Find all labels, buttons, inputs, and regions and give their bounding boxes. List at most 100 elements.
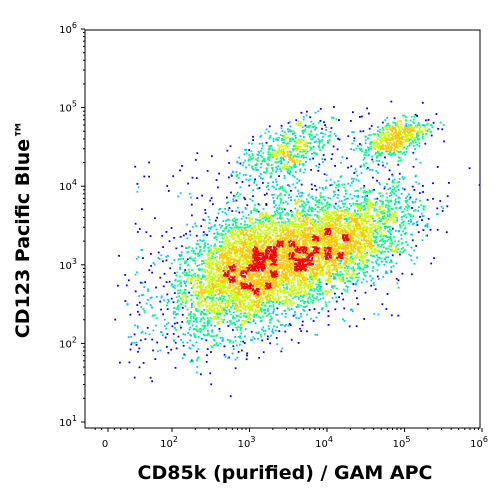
event-dot bbox=[202, 239, 205, 242]
event-dot bbox=[412, 121, 415, 123]
event-dot bbox=[348, 259, 351, 261]
event-dot bbox=[224, 245, 227, 248]
event-dot bbox=[317, 166, 320, 169]
event-dot bbox=[334, 260, 337, 262]
event-dot bbox=[374, 247, 377, 250]
event-dot bbox=[207, 227, 210, 229]
event-dot bbox=[280, 217, 283, 220]
event-dot bbox=[302, 148, 305, 151]
event-dot bbox=[301, 163, 304, 166]
event-dot bbox=[324, 244, 326, 247]
event-dot bbox=[244, 148, 246, 151]
event-dot bbox=[165, 323, 168, 326]
event-dot bbox=[393, 141, 396, 144]
event-dot bbox=[235, 174, 238, 176]
event-dot bbox=[252, 228, 255, 231]
event-dot bbox=[250, 158, 253, 160]
event-dot bbox=[197, 285, 199, 288]
event-dot bbox=[399, 130, 402, 132]
event-dot bbox=[149, 304, 152, 306]
event-dot bbox=[328, 268, 331, 270]
event-dot bbox=[220, 247, 222, 249]
event-dot bbox=[218, 300, 221, 303]
event-dot bbox=[239, 162, 242, 165]
event-dot bbox=[335, 287, 338, 290]
event-dot bbox=[383, 136, 386, 139]
event-dot bbox=[387, 256, 390, 259]
event-dot bbox=[167, 190, 170, 192]
event-dot bbox=[319, 273, 322, 276]
event-dot bbox=[364, 208, 367, 210]
event-dot bbox=[290, 196, 292, 199]
event-dot bbox=[408, 193, 410, 196]
event-dot bbox=[388, 245, 391, 248]
event-dot bbox=[284, 288, 286, 291]
event-dot bbox=[341, 156, 344, 158]
event-dot bbox=[186, 258, 189, 261]
event-dot bbox=[264, 312, 267, 314]
event-dot bbox=[374, 133, 377, 136]
event-dot bbox=[369, 251, 371, 254]
event-dot bbox=[191, 247, 194, 250]
event-dot bbox=[367, 198, 370, 201]
event-dot bbox=[207, 329, 209, 332]
event-dot bbox=[140, 249, 143, 252]
event-dot bbox=[196, 276, 198, 279]
event-dot bbox=[255, 309, 257, 312]
event-dot bbox=[417, 231, 420, 233]
event-dot bbox=[235, 181, 238, 184]
event-dot bbox=[386, 213, 389, 216]
event-dot bbox=[208, 263, 211, 265]
event-dot bbox=[174, 366, 177, 369]
event-dot bbox=[304, 276, 307, 279]
event-dot bbox=[421, 239, 424, 242]
event-dot bbox=[298, 220, 300, 222]
event-dot bbox=[312, 136, 315, 139]
event-dot bbox=[350, 249, 353, 252]
event-dot bbox=[285, 298, 288, 301]
event-dot bbox=[319, 297, 322, 300]
event-dot bbox=[324, 291, 327, 294]
event-dot bbox=[295, 214, 297, 216]
event-dot bbox=[194, 334, 196, 336]
event-dot bbox=[328, 291, 330, 294]
event-dot bbox=[341, 224, 344, 227]
event-dot bbox=[382, 139, 385, 142]
event-dot bbox=[219, 298, 222, 300]
event-dot bbox=[137, 256, 140, 258]
event-dot bbox=[367, 146, 369, 149]
event-dot bbox=[478, 184, 481, 186]
event-dot bbox=[280, 281, 283, 284]
event-dot bbox=[188, 281, 191, 284]
event-dot bbox=[231, 224, 234, 227]
event-dot bbox=[389, 192, 392, 194]
event-dot bbox=[294, 142, 297, 144]
event-dot bbox=[203, 289, 206, 291]
event-dot bbox=[117, 284, 119, 287]
event-dot bbox=[396, 123, 398, 126]
event-dot bbox=[337, 183, 340, 186]
event-dot bbox=[297, 138, 299, 141]
event-dot bbox=[266, 335, 269, 338]
event-dot bbox=[293, 277, 296, 280]
event-dot bbox=[297, 189, 299, 192]
event-dot bbox=[302, 116, 305, 118]
event-dot bbox=[267, 227, 270, 230]
event-dot bbox=[186, 237, 189, 240]
event-dot bbox=[281, 139, 283, 141]
event-dot bbox=[271, 151, 274, 154]
event-dot bbox=[299, 195, 301, 198]
event-dot bbox=[152, 262, 155, 264]
event-dot bbox=[165, 259, 168, 262]
event-dot bbox=[294, 254, 296, 257]
event-dot bbox=[192, 276, 195, 279]
event-dot bbox=[285, 291, 288, 294]
event-dot bbox=[338, 138, 341, 141]
event-dot bbox=[203, 262, 205, 264]
event-dot bbox=[272, 310, 275, 313]
event-dot bbox=[215, 252, 218, 254]
event-dot bbox=[287, 291, 289, 294]
event-dot bbox=[198, 268, 201, 270]
event-dot bbox=[277, 284, 279, 287]
event-dot bbox=[297, 242, 300, 244]
